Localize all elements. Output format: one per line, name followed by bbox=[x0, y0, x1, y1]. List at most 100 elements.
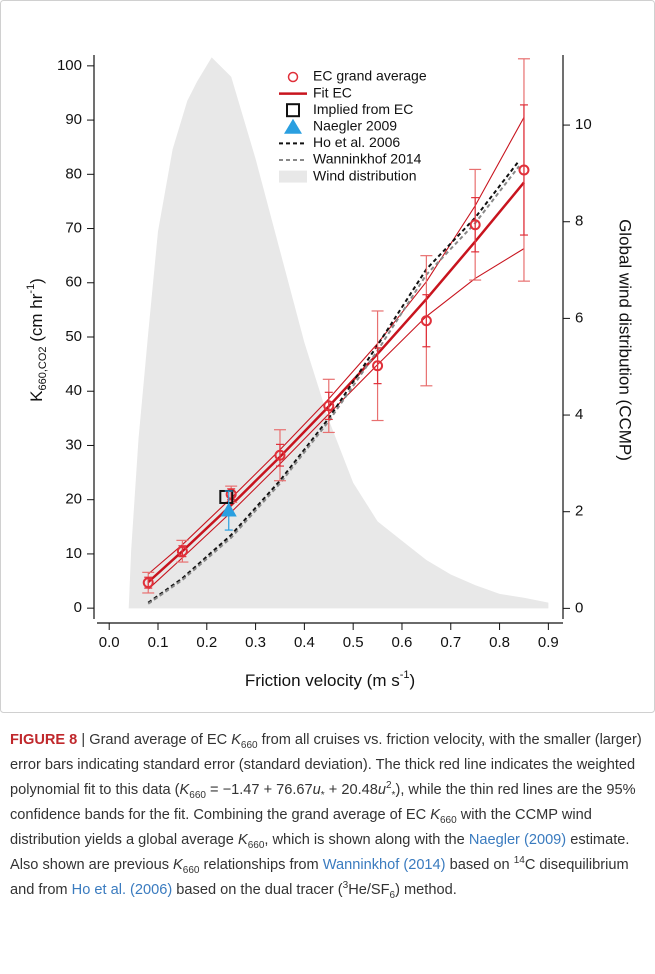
caption-run: u bbox=[377, 782, 386, 798]
y-tick-label: 60 bbox=[65, 274, 82, 291]
x-label-sup: -1 bbox=[400, 669, 410, 681]
legend-label: EC grand average bbox=[313, 68, 427, 84]
caption-run: 6 bbox=[389, 889, 396, 901]
caption-run[interactable]: Ho et al. (2006) bbox=[71, 882, 173, 898]
caption-run: K bbox=[430, 807, 440, 823]
caption-run: K bbox=[237, 832, 248, 848]
legend-symbol bbox=[286, 103, 300, 118]
marker bbox=[420, 315, 432, 327]
legend-symbol bbox=[284, 118, 302, 134]
marker bbox=[220, 502, 237, 517]
y-label-text: (cm hr bbox=[27, 293, 46, 346]
y-label-sup: -1 bbox=[25, 284, 37, 294]
caption-run: = −1.47 + 76.67 bbox=[205, 782, 313, 798]
wind-area bbox=[128, 57, 549, 609]
caption-run: 3 bbox=[342, 880, 349, 892]
y-label-text: K bbox=[27, 390, 46, 402]
y-label-sub: 660,CO2 bbox=[37, 346, 49, 390]
marker bbox=[176, 545, 188, 557]
caption-run: * bbox=[391, 789, 396, 801]
fit-line bbox=[147, 165, 520, 605]
caption-run: K bbox=[173, 857, 183, 873]
legend-marker bbox=[286, 103, 300, 118]
x-tick-label: 0.8 bbox=[489, 634, 510, 651]
marker bbox=[225, 488, 237, 500]
caption-run: relationships from bbox=[199, 857, 323, 873]
y2-tick-label: 4 bbox=[575, 406, 583, 423]
x-tick-label: 0.2 bbox=[196, 634, 217, 651]
caption-run[interactable]: Naegler (2009) bbox=[468, 832, 567, 848]
error-bar bbox=[373, 347, 382, 385]
caption-run: * bbox=[320, 789, 325, 801]
y2-tick-label: 6 bbox=[575, 309, 583, 326]
y2-tick-label: 10 bbox=[575, 116, 592, 133]
error-bar bbox=[471, 197, 480, 253]
y-tick-label: 70 bbox=[65, 220, 82, 237]
legend-marker bbox=[284, 118, 302, 134]
y-tick-label: 10 bbox=[65, 545, 82, 562]
legend-symbol bbox=[287, 71, 299, 83]
y-tick-label: 30 bbox=[65, 436, 82, 453]
marker bbox=[469, 219, 481, 231]
y-tick-label: 80 bbox=[65, 165, 82, 182]
legend-label: Wind distribution bbox=[313, 167, 417, 183]
x-tick-label: 0.1 bbox=[148, 634, 169, 651]
caption-run: K bbox=[231, 732, 241, 748]
marker bbox=[372, 360, 384, 372]
figure-caption: FIGURE 8 | Grand average of EC K660 from… bbox=[10, 728, 646, 903]
y-tick-label: 20 bbox=[65, 491, 82, 508]
marker bbox=[323, 400, 335, 412]
legend-label: Wanninkhof 2014 bbox=[313, 151, 422, 167]
marker bbox=[142, 577, 154, 589]
x-tick-label: 0.9 bbox=[538, 634, 559, 651]
y2-tick-label: 0 bbox=[575, 599, 583, 616]
legend-marker bbox=[287, 71, 299, 83]
y2-tick-label: 2 bbox=[575, 503, 583, 520]
y-tick-label: 40 bbox=[65, 382, 82, 399]
x-axis-label: Friction velocity (m s-1) bbox=[245, 669, 415, 691]
x-label-text: ) bbox=[410, 671, 416, 690]
legend-swatch bbox=[279, 170, 307, 183]
y-label-text: ) bbox=[27, 278, 46, 284]
legend-label: Ho et al. 2006 bbox=[313, 134, 400, 150]
caption-run: with the CCMP wind distribution yields a… bbox=[10, 807, 592, 848]
caption-run: He/SF bbox=[348, 882, 390, 898]
x-tick-label: 0.6 bbox=[392, 634, 413, 651]
legend-label: Implied from EC bbox=[313, 101, 413, 117]
caption-run: , which is shown along with the bbox=[264, 832, 469, 848]
caption-run: 660 bbox=[240, 739, 258, 751]
y-tick-label: 0 bbox=[74, 599, 82, 616]
x-tick-label: 0.3 bbox=[245, 634, 266, 651]
x-tick-label: 0.5 bbox=[343, 634, 364, 651]
y-tick-label: 90 bbox=[65, 111, 82, 128]
caption-run: ), while the thin red lines are the 95% … bbox=[10, 782, 636, 823]
caption-run: FIGURE 8 bbox=[10, 732, 78, 748]
caption-run: 660 bbox=[439, 814, 457, 826]
error-bar bbox=[422, 294, 431, 348]
caption-run: u bbox=[312, 782, 321, 798]
marker bbox=[518, 164, 530, 176]
y2-axis-label: Global wind distribution (CCMP) bbox=[616, 219, 635, 461]
x-tick-label: 0.7 bbox=[440, 634, 461, 651]
error-bar bbox=[324, 391, 333, 421]
caption-run: estimate. Also shown are previous bbox=[10, 832, 630, 873]
caption-run: + 20.48 bbox=[324, 782, 378, 798]
chart: 0 10 20 30 40 50 60 70 80 90 100 0 2 4 6 8 10 0.0 0.1 0.2 0.… bbox=[0, 0, 655, 713]
x-label-text: Friction velocity (m s bbox=[245, 671, 400, 690]
plot: 0 10 20 30 40 50 60 70 80 90 100 0 2 4 6 8 10 0.0 0.1 0.2 0.… bbox=[57, 55, 592, 651]
caption-run[interactable]: Wanninkhof (2014) bbox=[322, 857, 446, 873]
legend-label: Fit EC bbox=[313, 84, 352, 100]
caption-run: 2 bbox=[385, 780, 392, 792]
y-tick-label: 100 bbox=[57, 57, 82, 74]
caption-run: 660 bbox=[247, 839, 265, 851]
caption-run: ) method. bbox=[395, 882, 457, 898]
caption-run: | Grand average of EC bbox=[77, 732, 232, 748]
caption-run: 660 bbox=[189, 789, 206, 801]
y-tick-label: 50 bbox=[65, 328, 82, 345]
marker bbox=[274, 449, 286, 461]
caption-run: based on the dual tracer ( bbox=[172, 882, 343, 898]
caption-run: from all cruises vs. friction velocity, … bbox=[10, 732, 642, 798]
y-axis-label: K660,CO2 (cm hr-1) bbox=[25, 278, 49, 402]
legend-label: Naegler 2009 bbox=[313, 118, 397, 134]
